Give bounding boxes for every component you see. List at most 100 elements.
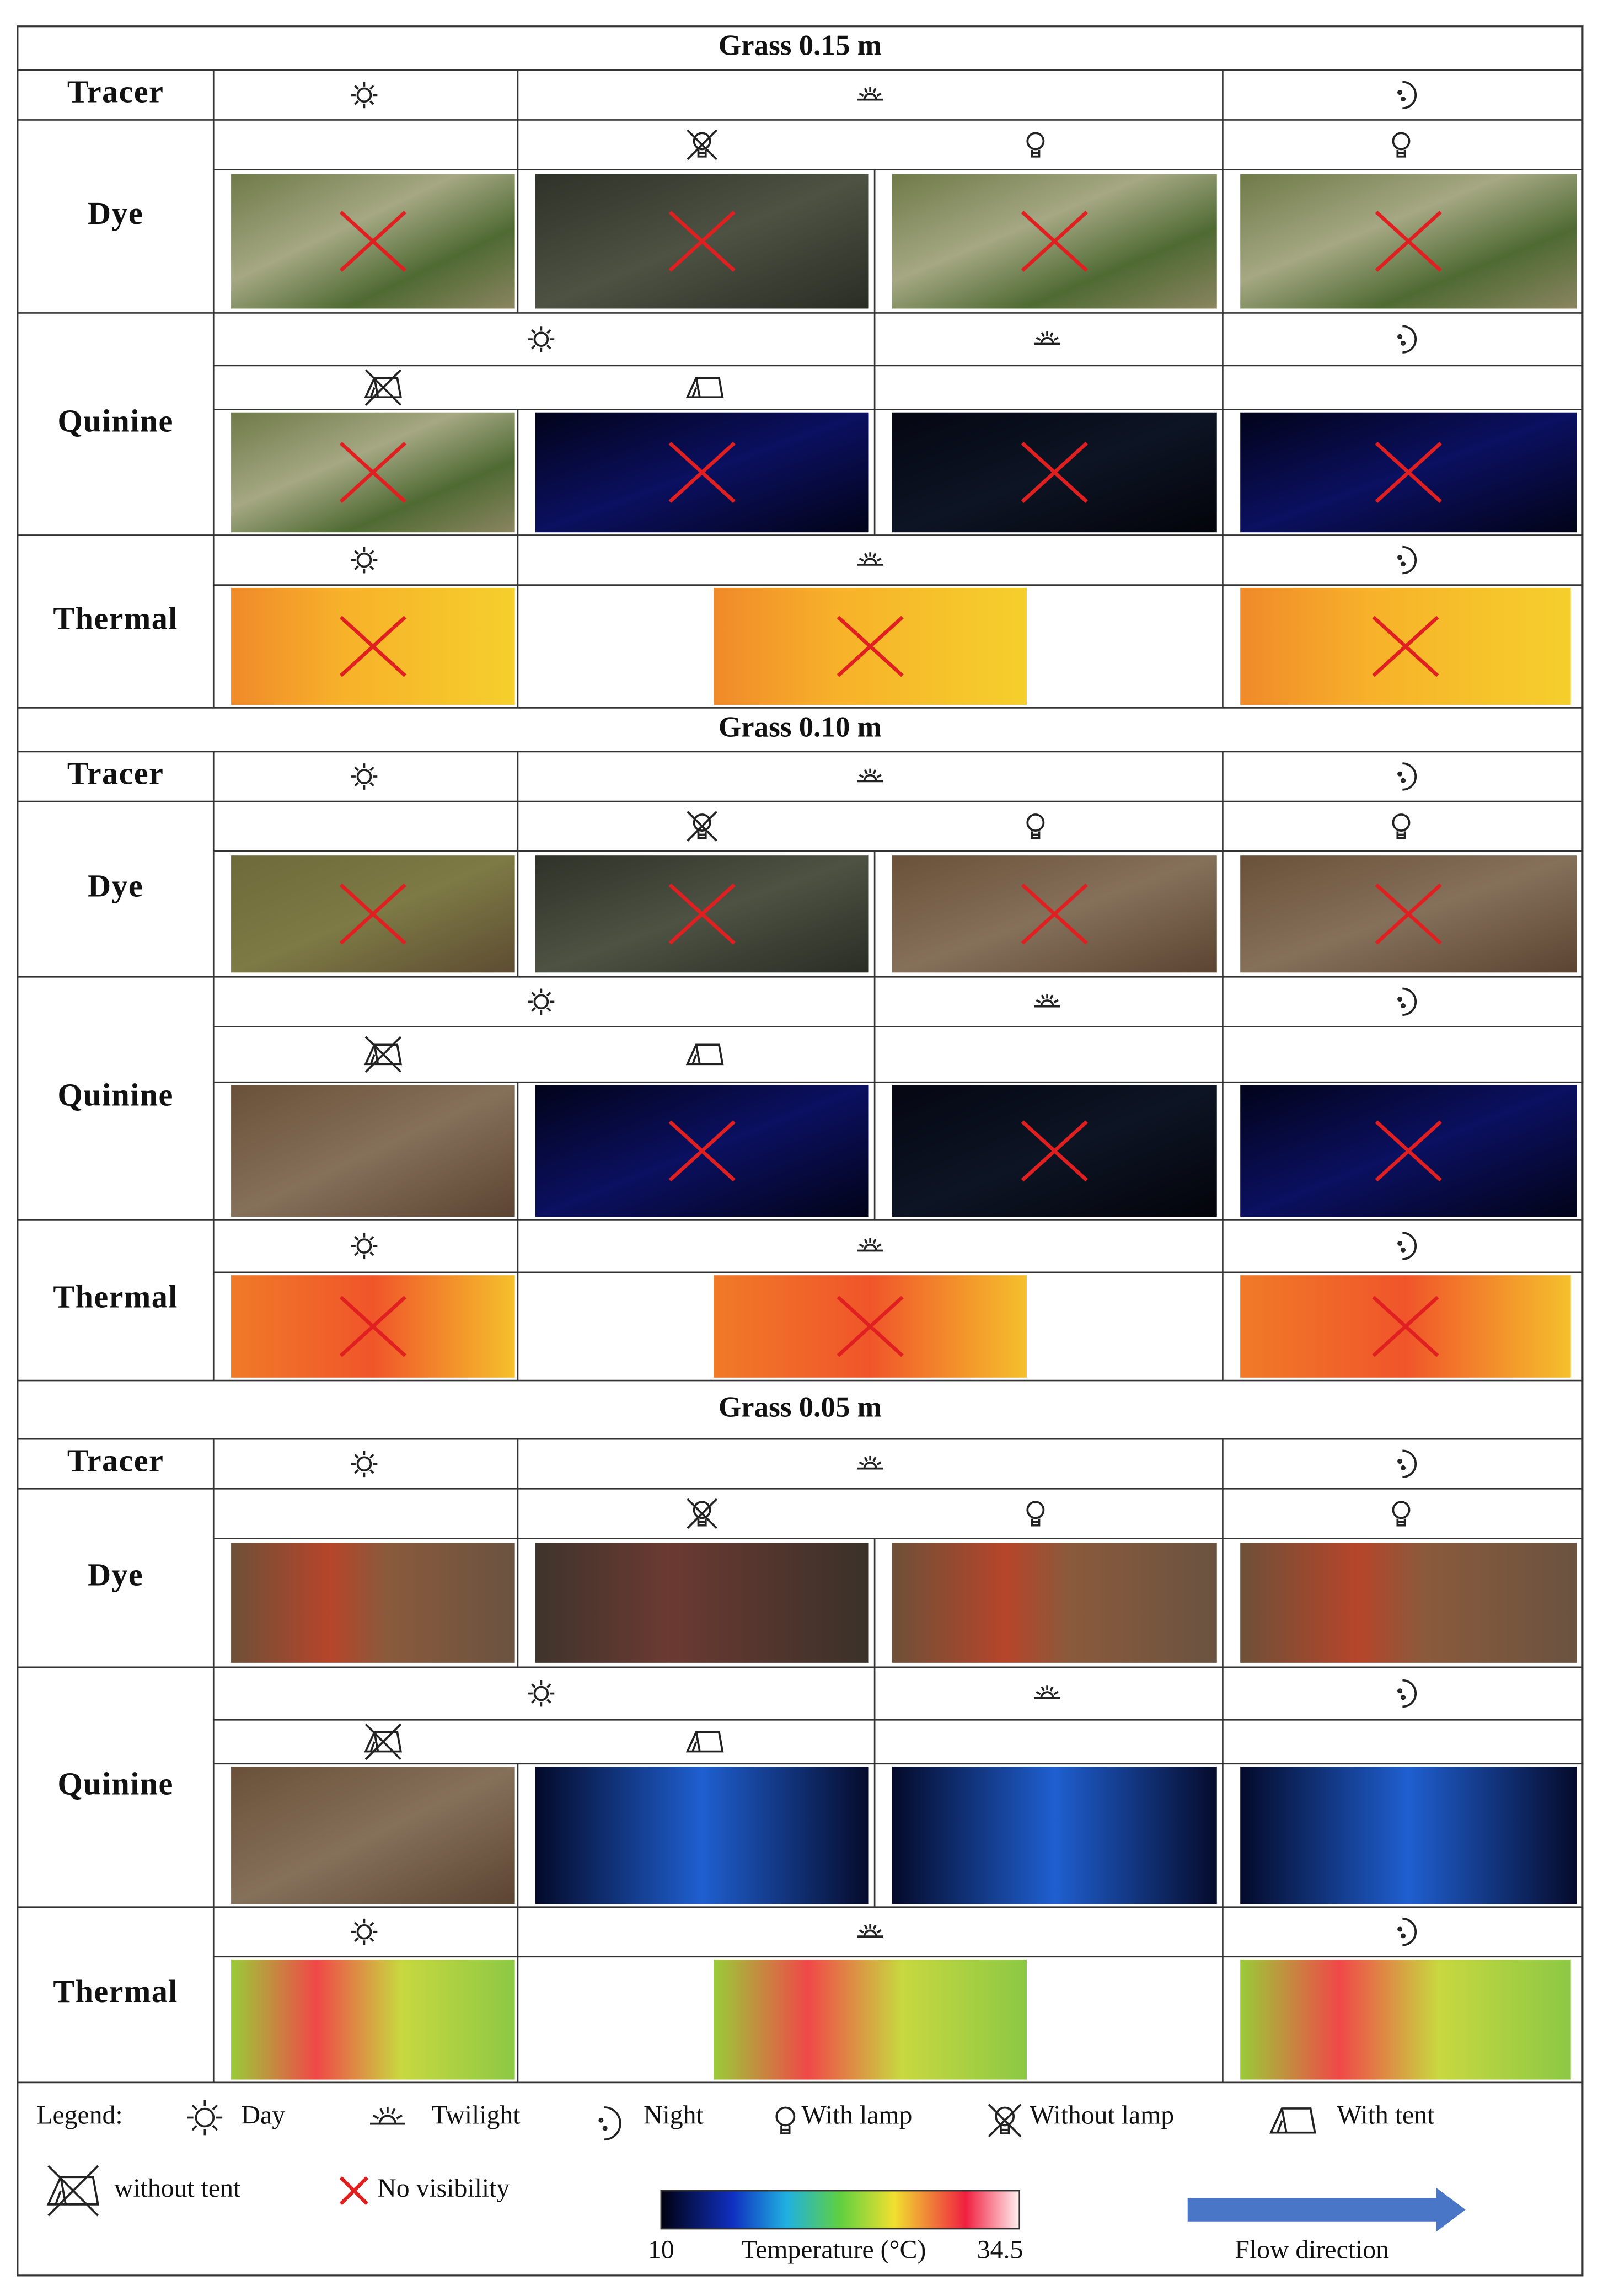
star: [1401, 561, 1406, 567]
bulb-base: [1031, 831, 1041, 839]
horizon: [857, 774, 884, 783]
star: [1401, 1465, 1406, 1470]
bulb: [693, 132, 711, 151]
horizon: [1034, 1691, 1060, 1699]
ray: [369, 1469, 374, 1474]
no-visibility-mark: [1021, 211, 1088, 272]
icon-lamp: [1026, 1501, 1045, 1527]
photo: [231, 1960, 515, 2080]
sun-core: [356, 1456, 372, 1472]
star: [1401, 1933, 1406, 1939]
ray: [531, 1007, 536, 1012]
ray: [1041, 1686, 1045, 1692]
ray: [546, 1699, 551, 1704]
icon-lamp: [1392, 1501, 1411, 1527]
no-visibility-mark: [1021, 1120, 1088, 1182]
bulb: [1026, 132, 1045, 151]
bulb: [995, 2106, 1015, 2127]
tent: [685, 377, 724, 399]
icon-lamp: [1026, 813, 1045, 839]
star: [1401, 1247, 1406, 1253]
cross: [687, 811, 717, 842]
ray: [876, 1243, 882, 1248]
no-visibility-mark: [668, 211, 736, 272]
icon-nolamp: [988, 2104, 1022, 2138]
ray: [369, 1235, 374, 1241]
ray: [872, 1924, 877, 1930]
legend-label: Night: [644, 2100, 704, 2129]
ray: [391, 2108, 396, 2115]
icon-tent: [1269, 2107, 1316, 2134]
ray: [212, 2124, 218, 2131]
bulb-base: [1396, 1518, 1406, 1527]
ray: [369, 550, 374, 555]
star: [1397, 90, 1403, 95]
legend-label: No visibility: [377, 2174, 510, 2203]
icon-sun: [351, 1451, 378, 1478]
icon-lamp: [1392, 132, 1411, 158]
horizon: [370, 2115, 405, 2125]
icon-lamp: [1026, 132, 1045, 158]
icon-twilight: [857, 87, 884, 101]
ray: [872, 1457, 877, 1462]
ray: [1041, 994, 1045, 1000]
ray: [864, 88, 868, 93]
photo: [892, 1767, 1217, 1904]
ray: [354, 782, 359, 787]
row-label: Quinine: [57, 403, 173, 438]
legend-label: With tent: [1337, 2100, 1434, 2129]
icon-tent: [685, 1043, 724, 1066]
bulb: [1392, 1501, 1411, 1519]
bulb-base: [1031, 149, 1041, 158]
ray: [354, 1922, 359, 1927]
bulb-base: [1396, 149, 1406, 158]
legend-label: without tent: [114, 2174, 240, 2203]
tent: [685, 1043, 724, 1066]
row-label: Thermal: [53, 600, 178, 636]
tent: [1269, 2107, 1316, 2134]
ray: [531, 329, 536, 334]
row-label: Tracer: [67, 74, 164, 110]
bulb-base: [1031, 1518, 1041, 1527]
ray: [1049, 994, 1054, 1000]
ray: [369, 85, 374, 90]
moon: [1402, 987, 1417, 1016]
icon-twilight: [857, 1238, 884, 1252]
ray: [212, 2104, 218, 2111]
ray: [1053, 999, 1059, 1004]
frame: [17, 25, 1584, 2277]
sun-core: [356, 769, 372, 784]
icon-nolamp: [687, 811, 717, 842]
star: [1397, 771, 1403, 777]
no-visibility-mark: [1375, 1120, 1442, 1182]
ray: [369, 782, 374, 787]
row-label: Dye: [88, 195, 143, 231]
bulb: [775, 2106, 796, 2127]
sun-core: [195, 2107, 215, 2128]
horizon: [857, 558, 884, 566]
ray: [369, 1251, 374, 1256]
icon-tent: [685, 377, 724, 399]
section-title: Grass 0.10 m: [719, 711, 882, 743]
moon: [1402, 81, 1417, 110]
icon-sun: [528, 326, 555, 353]
bulb: [1392, 813, 1411, 832]
bulb: [693, 1501, 711, 1519]
icon-sun: [351, 1233, 378, 1260]
sun-core: [356, 1924, 372, 1940]
star: [1397, 555, 1403, 560]
horizon: [1034, 999, 1060, 1008]
moon: [1402, 762, 1417, 791]
bulb-base: [1396, 831, 1406, 839]
row-label: Tracer: [67, 755, 164, 791]
star: [1397, 1240, 1403, 1246]
section-title: Grass 0.15 m: [719, 30, 882, 62]
icon-twilight: [857, 768, 884, 783]
ray: [546, 344, 551, 350]
icon-notent: [364, 1723, 402, 1760]
ray: [372, 2114, 379, 2120]
icon-notent: [364, 1036, 402, 1073]
icon-night: [1397, 1918, 1417, 1946]
ray: [531, 992, 536, 997]
icon-notent: [364, 369, 402, 406]
